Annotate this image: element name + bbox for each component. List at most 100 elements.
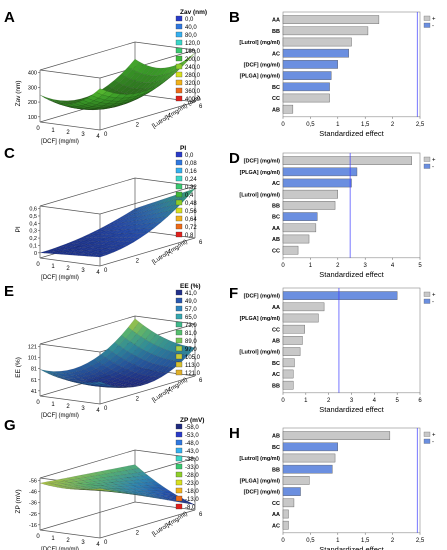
z-tick-label: 0,4	[29, 221, 37, 227]
category-label: AC	[272, 181, 280, 187]
y-tick-label: 0	[104, 132, 108, 138]
legend-entry: 120,0	[185, 41, 201, 47]
x-tick-label: 2	[391, 538, 395, 544]
z-tick-label: 0	[34, 251, 37, 257]
category-label: BC	[272, 361, 280, 367]
x-tick-label: 0	[36, 262, 40, 268]
x-tick-label: 3	[81, 268, 85, 274]
legend-entry: 240,0	[185, 65, 201, 71]
y-tick-label: 6	[199, 240, 203, 246]
x-tick-label: 0	[281, 538, 285, 544]
category-label: [DCF] (mg/ml)	[244, 294, 281, 300]
surface-mesh	[39, 188, 196, 258]
z-tick-label: 41	[31, 389, 37, 395]
legend-entry: 400,0	[185, 97, 201, 103]
y-tick-label: 4	[167, 113, 171, 119]
legend-swatch-minus	[423, 298, 431, 304]
x-tick-label: 1	[336, 122, 340, 128]
y-tick-label: 4	[167, 387, 171, 393]
surface-panel-g: G -16 -26 -36 -46 -56 ZP (mV) 0 1 2 3 4 [DCF] (mg/ml…	[4, 417, 204, 550]
x-tick-label: 1	[309, 263, 313, 269]
x-tick-label: 1,5	[361, 538, 370, 544]
z-tick-label: 300	[28, 85, 37, 91]
surface-mesh	[39, 52, 196, 110]
bar	[282, 82, 330, 92]
category-label: BC	[272, 445, 280, 451]
bar	[282, 167, 358, 177]
z-tick-label: 0,5	[29, 214, 37, 220]
bar	[282, 520, 289, 530]
legend-swatch	[175, 305, 183, 312]
x-tick-label: 4	[96, 270, 100, 276]
legend-entry: -23,0	[185, 481, 199, 487]
legend-swatch	[175, 479, 183, 486]
x-tick-label: 0	[281, 398, 285, 404]
legend-entry: -53,0	[185, 433, 199, 439]
panel-letter: D	[229, 150, 240, 167]
pareto-panel-f: F [DCF] (mg/ml) AA [PLGA] (mg/ml) CC AB [Lutro…	[229, 285, 436, 414]
x-axis-label: [DCF] (mg/ml)	[41, 275, 79, 281]
legend-entry: 360,0	[185, 89, 201, 95]
y-tick-label: 2	[136, 259, 140, 265]
surface-cell	[102, 384, 114, 387]
legend-entry: 40,0	[185, 25, 197, 31]
legend-label-plus: +	[432, 293, 436, 299]
legend-entry: 105,0	[185, 355, 201, 361]
bar	[282, 223, 317, 233]
x-tick-label: 5	[395, 398, 399, 404]
pareto-panel-d: D [DCF] (mg/ml) [PLGA] (mg/ml) AC [Lutrol] (…	[229, 150, 436, 279]
x-tick-label: 3	[81, 406, 85, 412]
panel-letter: A	[4, 9, 15, 26]
legend-swatch	[175, 321, 183, 328]
bar	[282, 93, 330, 103]
bar	[282, 464, 333, 474]
category-label: [Lutrol] (mg/ml)	[239, 350, 280, 356]
category-label: CC	[272, 248, 280, 254]
bar	[282, 369, 294, 379]
legend-entry: 0,56	[185, 209, 197, 215]
category-label: CC	[272, 96, 280, 102]
surface-panel-e: E 41 61 81 101 121 EE (%) 0 1 2 3 4 [DCF] (mg/ml) 0 2 4…	[4, 283, 203, 419]
bar	[282, 71, 332, 80]
legend-entry: 49,0	[185, 299, 197, 305]
y-tick-label: 0	[104, 540, 108, 546]
z-tick-label: 121	[28, 345, 37, 351]
category-label: BB	[272, 29, 280, 35]
x-tick-label: 2	[327, 398, 331, 404]
legend-entry: 57,0	[185, 307, 197, 313]
x-tick-label: 1	[51, 264, 55, 270]
z-axis-label: Zav (nm)	[15, 80, 22, 106]
z-tick-label: -56	[29, 479, 37, 485]
pareto-panel-h: H AB BC [Lutrol] (mg/ml) BB [PLGA] (mg/ml) [DC…	[229, 425, 436, 550]
legend-swatch	[175, 495, 183, 502]
z-tick-label: 101	[28, 356, 37, 362]
y-tick-label: 6	[199, 104, 203, 110]
legend-swatch	[175, 95, 183, 102]
x-axis-label: Standardized effect	[319, 270, 384, 279]
x-tick-label: 6	[418, 398, 422, 404]
x-tick-label: 0	[281, 122, 285, 128]
legend-swatch-minus	[423, 438, 431, 444]
legend-entry: -38,0	[185, 457, 199, 463]
category-label: BC	[272, 85, 280, 91]
legend-swatch	[175, 487, 183, 494]
legend-swatch	[175, 207, 183, 214]
x-tick-label: 2	[66, 538, 70, 544]
legend-swatch	[175, 361, 183, 368]
panel-letter: B	[229, 9, 240, 26]
x-tick-label: 1	[336, 538, 340, 544]
bar	[282, 201, 336, 210]
legend-swatch	[175, 439, 183, 446]
surface-cell	[95, 88, 108, 95]
x-axis-label: [DCF] (mg/ml)	[41, 139, 79, 145]
legend-swatch	[175, 159, 183, 166]
legend-entry: -18,0	[185, 489, 199, 495]
legend-swatch	[175, 313, 183, 320]
legend-entry: 0,0	[185, 17, 194, 23]
x-tick-label: 5	[418, 263, 422, 269]
z-tick-label: 100	[28, 115, 37, 121]
category-label: BB	[272, 204, 280, 210]
legend-entry: 0,8	[185, 233, 194, 239]
